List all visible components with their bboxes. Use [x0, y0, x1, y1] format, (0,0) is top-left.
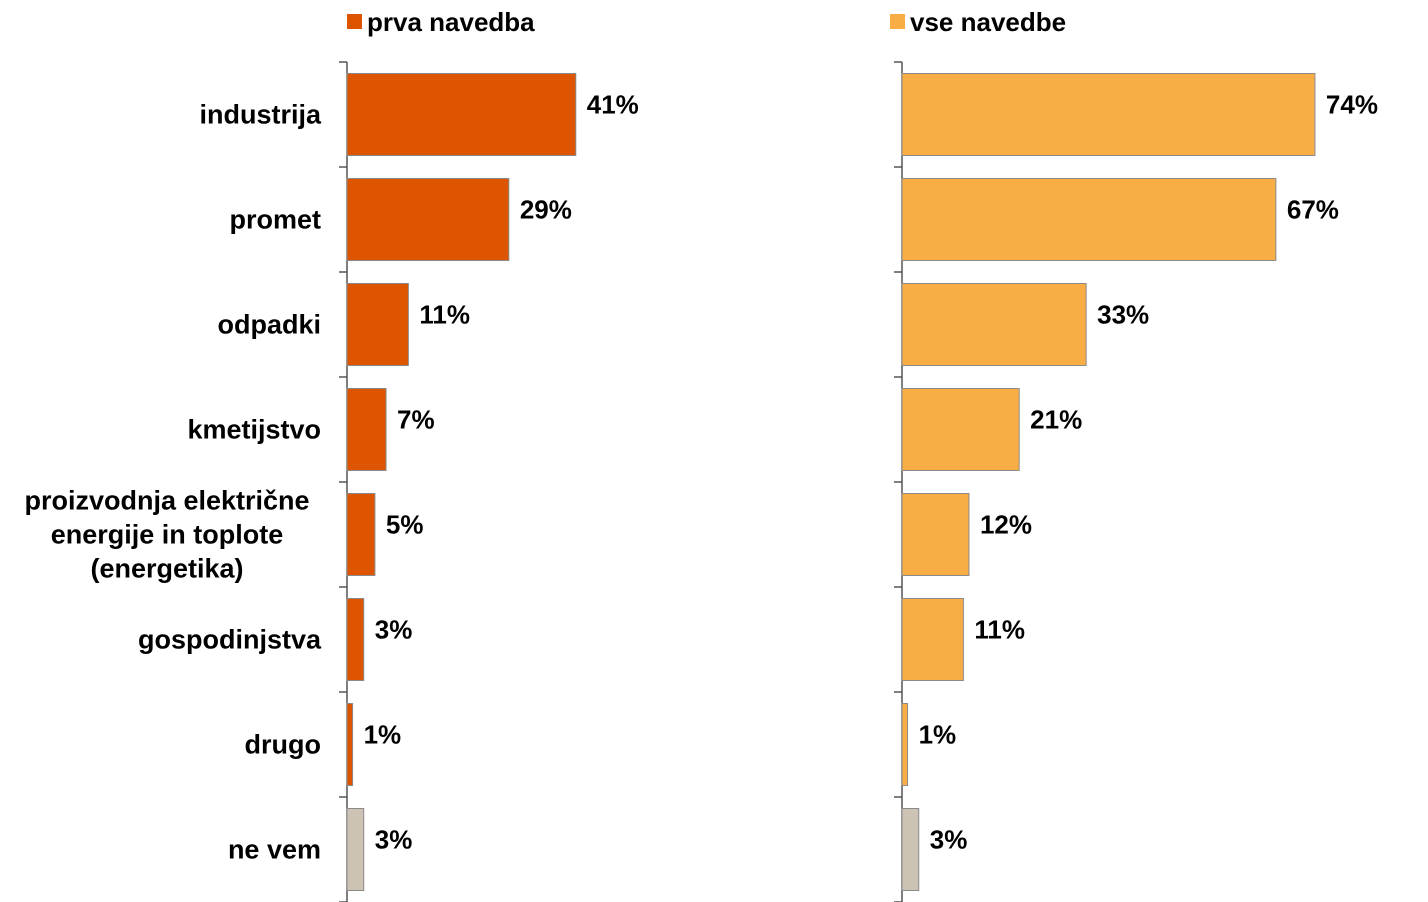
- bar: [346, 283, 409, 366]
- category-label-line: promet: [229, 205, 321, 235]
- category-label-line: kmetijstvo: [187, 415, 321, 445]
- category-label-line: drugo: [245, 730, 321, 760]
- category-label: promet: [229, 205, 321, 235]
- value-label: 5%: [386, 510, 424, 540]
- category-label: gospodinjstva: [138, 625, 322, 655]
- bar: [901, 73, 1316, 156]
- bar: [901, 598, 964, 681]
- bar: [346, 493, 376, 576]
- value-label: 3%: [930, 825, 968, 855]
- legend-label-all-mentions: vse navedbe: [910, 7, 1066, 37]
- bar: [346, 703, 354, 786]
- bar: [346, 73, 577, 156]
- legend: prva navedba vse navedbe: [347, 7, 1066, 37]
- bar: [346, 388, 387, 471]
- bar: [346, 598, 365, 681]
- value-label: 11%: [974, 615, 1025, 645]
- category-label-line: energije in toplote: [51, 520, 284, 550]
- value-label: 1%: [919, 720, 957, 750]
- category-label-line: (energetika): [90, 554, 243, 584]
- category-label: ne vem: [228, 835, 321, 865]
- value-label: 33%: [1097, 300, 1149, 330]
- panel-all-mentions: 74% 67% 33% 21% 12% 11% 1% 3%: [894, 61, 1378, 902]
- category-label-line: industrija: [199, 100, 321, 130]
- category-label: kmetijstvo: [187, 415, 321, 445]
- value-label: 29%: [520, 195, 572, 225]
- legend-label-first-mention: prva navedba: [367, 7, 535, 37]
- value-label: 41%: [587, 90, 639, 120]
- category-label-line: gospodinjstva: [138, 625, 322, 655]
- category-label-line: odpadki: [217, 310, 321, 340]
- value-label: 11%: [419, 300, 470, 330]
- value-label: 7%: [397, 405, 435, 435]
- bar: [346, 178, 510, 261]
- panel-first-mention: 41% 29% 11% 7% 5% 3% 1% 3%: [339, 61, 639, 902]
- value-label: 3%: [375, 615, 413, 645]
- value-label: 67%: [1287, 195, 1339, 225]
- category-label-line: ne vem: [228, 835, 321, 865]
- bar: [901, 808, 920, 891]
- bar: [901, 283, 1087, 366]
- legend-swatch-all-mentions: [890, 14, 905, 29]
- legend-swatch-first-mention: [347, 14, 362, 29]
- bar: [901, 703, 909, 786]
- category-label: industrija: [199, 100, 321, 130]
- category-label: odpadki: [217, 310, 321, 340]
- value-label: 1%: [364, 720, 402, 750]
- value-label: 74%: [1326, 90, 1378, 120]
- value-label: 3%: [375, 825, 413, 855]
- value-label: 12%: [980, 510, 1032, 540]
- category-labels: industrija promet odpadki kmetijstvo proizvo…: [24, 100, 322, 865]
- value-label: 21%: [1030, 405, 1082, 435]
- bar: [901, 388, 1020, 471]
- bar: [901, 178, 1277, 261]
- category-label: proizvodnja električne energije in toplot…: [24, 486, 309, 584]
- category-label-line: proizvodnja električne: [24, 486, 309, 516]
- bar: [346, 808, 365, 891]
- bar: [901, 493, 970, 576]
- category-label: drugo: [245, 730, 321, 760]
